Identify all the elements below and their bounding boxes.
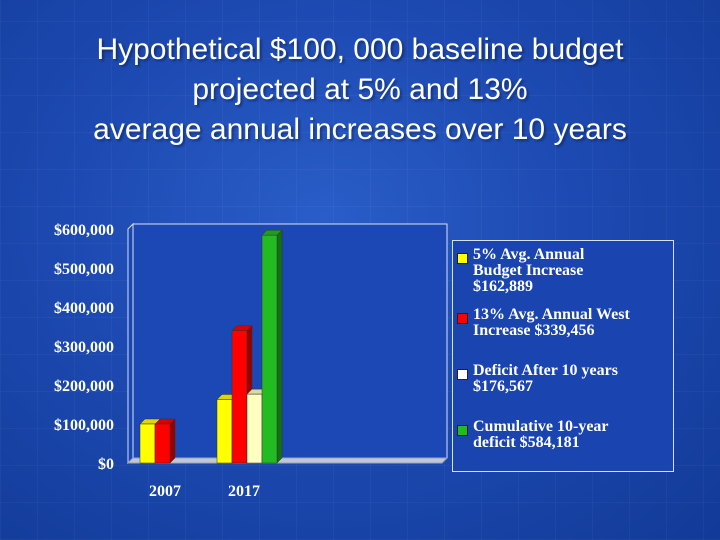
legend-label-line: 13% Avg. Annual West: [473, 306, 630, 323]
y-tick-label: $100,000: [54, 417, 114, 434]
bar: [216, 399, 233, 464]
legend-label: Deficit After 10 years $176,567: [473, 363, 669, 395]
plot-side-wall: [127, 222, 134, 465]
legend-label: 13% Avg. Annual West Increase $339,456: [473, 307, 669, 339]
legend-label-line: Budget Increase: [473, 262, 584, 279]
bar: [261, 234, 278, 464]
legend-label-line: deficit $584,181: [473, 434, 580, 451]
slide-title: Hypothetical $100, 000 baseline budget p…: [0, 30, 720, 150]
legend-label-line: $176,567: [473, 378, 533, 395]
x-tick-label: 2017: [228, 483, 260, 500]
legend-label-line: 5% Avg. Annual: [473, 246, 585, 263]
legend-label: Cumulative 10-year deficit $584,181: [473, 419, 669, 451]
y-tick-label: $300,000: [54, 339, 114, 356]
bar: [246, 393, 263, 464]
title-line: Hypothetical $100, 000 baseline budget: [96, 33, 624, 66]
bar: [154, 423, 171, 464]
legend-swatch: [457, 369, 468, 380]
title-line: average annual increases over 10 years: [93, 113, 627, 146]
title-line: projected at 5% and 13%: [192, 73, 528, 106]
x-tick-label: 2007: [149, 483, 181, 500]
legend-swatch: [457, 425, 468, 436]
legend-swatch: [457, 313, 468, 324]
legend-label-line: Deficit After 10 years: [473, 362, 618, 379]
legend-label: 5% Avg. Annual Budget Increase $162,889: [473, 247, 669, 295]
y-tick-label: $500,000: [54, 261, 114, 278]
plot-floor: [126, 457, 449, 464]
y-tick-label: $400,000: [54, 300, 114, 317]
y-tick-label: $200,000: [54, 378, 114, 395]
y-tick-label: $600,000: [54, 222, 114, 239]
bar: [231, 330, 248, 464]
chart-legend: 5% Avg. Annual Budget Increase $162,889 13%…: [452, 240, 674, 472]
bar-side: [276, 229, 283, 464]
y-tick-label: $0: [98, 456, 114, 473]
legend-label-line: Increase $339,456: [473, 322, 595, 339]
legend-label-line: Cumulative 10-year: [473, 418, 609, 435]
bar: [139, 423, 156, 464]
bar-side: [169, 418, 176, 464]
legend-swatch: [457, 253, 468, 264]
plot-back-wall: [132, 223, 448, 459]
legend-label-line: $162,889: [473, 278, 533, 295]
